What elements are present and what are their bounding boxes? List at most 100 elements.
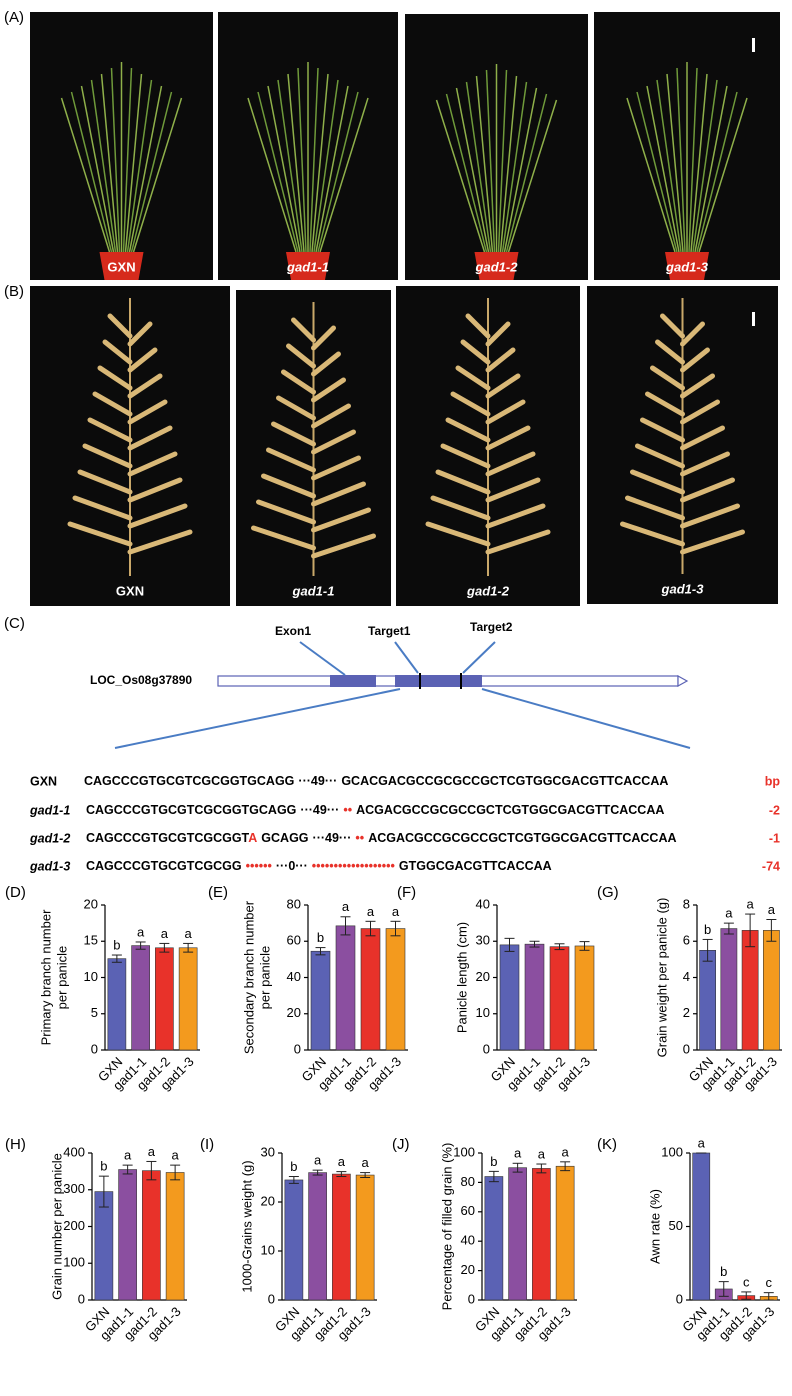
plant-stem [122, 67, 133, 253]
plant-stem [247, 97, 297, 253]
significance-letter: b [720, 1264, 727, 1279]
panicle-branch [440, 443, 491, 469]
bar [508, 1167, 527, 1301]
sequence-name: gad1-3 [29, 859, 70, 873]
panicle-branch [680, 529, 745, 555]
panicle-branch [655, 339, 685, 365]
panicle-branch [460, 339, 491, 365]
significance-letter: a [392, 904, 400, 919]
photo-caption: gad1-2 [466, 583, 510, 598]
y-tick-label: 0 [91, 1041, 98, 1056]
panicle-branch [680, 451, 730, 477]
plant-stem [317, 91, 359, 253]
plant-stem [80, 85, 115, 253]
sequence: CAGCCCGTGCGTCGCGG •••••• ···0··· ••••••••••… [86, 859, 552, 873]
photo-caption: gad1-1 [286, 259, 329, 274]
y-tick-label: 20 [261, 1193, 275, 1208]
y-tick-label: 2 [683, 1005, 690, 1020]
significance-letter: a [314, 1153, 322, 1168]
panicle-branch [82, 443, 133, 469]
photo-caption: GXN [107, 259, 135, 274]
panicle-branch [680, 373, 715, 399]
panicle-branch [87, 417, 133, 443]
significance-letter: a [124, 1148, 132, 1163]
significance-letter: b [100, 1159, 107, 1174]
zoom-line [481, 688, 691, 749]
y-axis-label: Awn rate (%) [647, 1189, 662, 1264]
plant-stem [694, 85, 728, 253]
significance-letter: a [538, 1146, 546, 1161]
panicle-branch [127, 347, 158, 373]
bar [107, 958, 127, 1051]
y-tick-label: 20 [461, 1262, 475, 1277]
panicle-branch [72, 495, 133, 521]
bar [699, 950, 716, 1051]
sequence: CAGCCCGTGCGTCGCGGTGCAGG ···49··· GCACGACGC… [84, 774, 668, 788]
y-tick-label: 10 [261, 1242, 275, 1257]
mutation: •• [355, 831, 364, 845]
panicle-branch [485, 321, 511, 347]
sequence-segment: CAGCCCGTGCGTCGCGGTGCAGG [84, 774, 294, 788]
y-tick-label: 5 [91, 1005, 98, 1020]
photo-caption: gad1-2 [475, 259, 519, 274]
plant-stem [475, 75, 494, 253]
significance-letter: a [137, 924, 145, 939]
photo-caption: gad1-1 [292, 583, 335, 598]
significance-letter: b [317, 930, 324, 945]
bar [155, 947, 174, 1051]
panicle-branch [311, 507, 371, 533]
panicle-branch [127, 477, 183, 503]
bar [308, 1172, 327, 1301]
y-tick-label: 30 [476, 933, 490, 948]
significance-letter: a [367, 904, 375, 919]
bar [118, 1169, 137, 1301]
y-tick-label: 60 [461, 1203, 475, 1218]
significance-letter: a [562, 1144, 570, 1159]
significance-letter: a [338, 1154, 346, 1169]
panicle-branch [127, 529, 193, 555]
bar [499, 944, 520, 1051]
y-axis-label: Grain number per panicle [49, 1153, 64, 1300]
photo-caption: gad1-3 [661, 581, 705, 596]
plant-stem [505, 93, 548, 253]
panicle-branch [311, 351, 341, 377]
bar [532, 1168, 551, 1301]
panicle-branch [645, 391, 685, 417]
y-tick-label: 8 [683, 896, 690, 911]
panicle-branch [251, 525, 316, 551]
panicle-branch [281, 369, 316, 395]
plant-stem [128, 85, 163, 253]
panicle-branch [127, 321, 153, 347]
plant-stem [110, 67, 121, 253]
sequence-segment: CAGCCCGTGCGTCGCGG [86, 859, 242, 873]
gene-diagram: Exon1 Target1 Target2 LOC_Os08g37890 [90, 620, 691, 749]
gene-name: LOC_Os08g37890 [90, 673, 192, 687]
plant-stem [267, 85, 301, 253]
bar [385, 928, 406, 1051]
panicle-branch [450, 391, 491, 417]
panicle-branch [485, 503, 546, 529]
sequence-segment: ACGACGCCGCGCCGCTCGTGGCGACGTTCACCAA [368, 831, 676, 845]
panel-label: (K) [597, 1136, 617, 1153]
bar [142, 1170, 161, 1301]
plant-stem [100, 73, 119, 253]
sequence-change: -1 [769, 831, 780, 845]
y-tick-label: 10 [476, 1005, 490, 1020]
y-tick-label: 0 [683, 1041, 690, 1056]
bar [555, 1165, 575, 1301]
panicle-branch [286, 343, 316, 369]
panel-label: (H) [5, 1136, 26, 1153]
panicle-branch [67, 521, 133, 547]
panicle-branch [291, 317, 316, 343]
bar [484, 1176, 504, 1301]
bar [549, 946, 570, 1051]
sequence-segment: ···49··· [313, 831, 352, 845]
y-tick-label: 0 [294, 1041, 301, 1056]
bar [355, 1174, 375, 1301]
scale-bar [752, 38, 755, 52]
y-tick-label: 15 [84, 933, 98, 948]
panicle-branch [311, 455, 361, 481]
feature-label: Exon1 [275, 624, 311, 638]
y-tick-label: 0 [78, 1291, 85, 1306]
significance-letter: a [747, 897, 755, 912]
